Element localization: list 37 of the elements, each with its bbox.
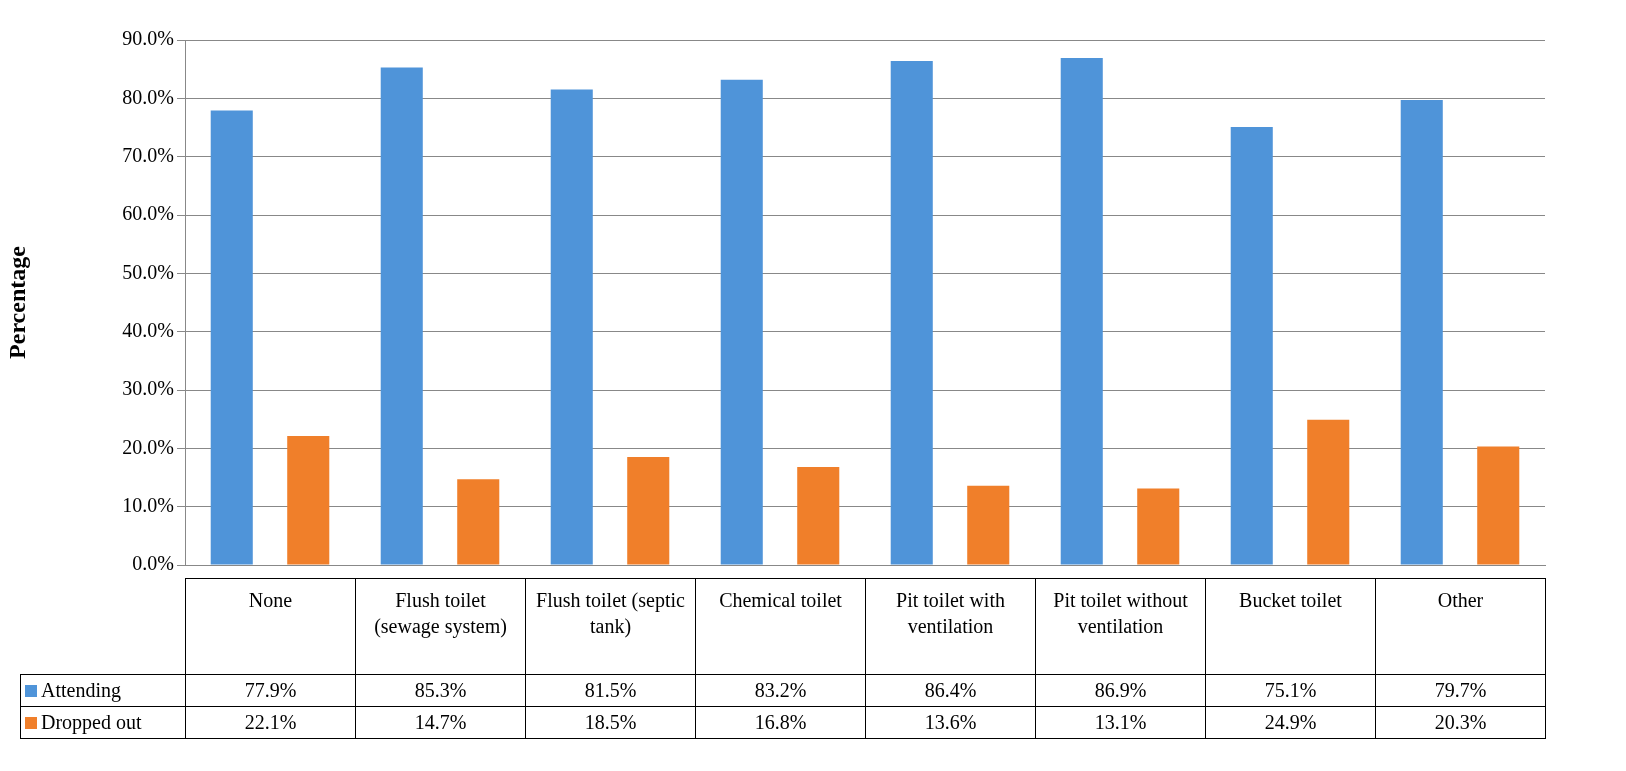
- x-tick-label: None: [185, 578, 356, 675]
- x-tick-label: Pit toilet with ventilation: [865, 578, 1036, 675]
- legend-label: Dropped out: [20, 706, 186, 739]
- data-label: 83.2%: [695, 674, 866, 707]
- x-tick-label: Other: [1375, 578, 1546, 675]
- data-label: 18.5%: [525, 706, 696, 739]
- x-tick-label: Flush toilet (septic tank): [525, 578, 696, 675]
- y-tick-label: 50.0%: [122, 260, 174, 283]
- x-tick-label: Flush toilet (sewage system): [355, 578, 526, 675]
- x-tick-label: Chemical toilet: [695, 578, 866, 675]
- x-tick-label: Bucket toilet: [1205, 578, 1376, 675]
- data-label: 14.7%: [355, 706, 526, 739]
- data-label: 85.3%: [355, 674, 526, 707]
- data-label: 86.9%: [1035, 674, 1206, 707]
- y-tick-label: 70.0%: [122, 143, 174, 166]
- data-label: 16.8%: [695, 706, 866, 739]
- legend-label: Attending: [20, 674, 186, 707]
- y-tick-label: 90.0%: [122, 27, 174, 50]
- data-label: 20.3%: [1375, 706, 1546, 739]
- y-tick-label: 40.0%: [122, 318, 174, 341]
- data-label: 86.4%: [865, 674, 1036, 707]
- y-tick-label: 20.0%: [122, 435, 174, 458]
- y-tick-label: 10.0%: [122, 493, 174, 516]
- data-label: 13.1%: [1035, 706, 1206, 739]
- y-tick-label: 80.0%: [122, 85, 174, 108]
- data-label: 81.5%: [525, 674, 696, 707]
- y-axis-title: Percentage: [3, 245, 30, 359]
- y-tick-label: 30.0%: [122, 377, 174, 400]
- data-label: 13.6%: [865, 706, 1036, 739]
- data-label: 24.9%: [1205, 706, 1376, 739]
- data-label: 77.9%: [185, 674, 356, 707]
- data-label: 75.1%: [1205, 674, 1376, 707]
- x-tick-label: Pit toilet without ventilation: [1035, 578, 1206, 675]
- y-tick-label: 60.0%: [122, 202, 174, 225]
- y-tick-label: 0.0%: [132, 552, 174, 575]
- data-label: 79.7%: [1375, 674, 1546, 707]
- data-label: 22.1%: [185, 706, 356, 739]
